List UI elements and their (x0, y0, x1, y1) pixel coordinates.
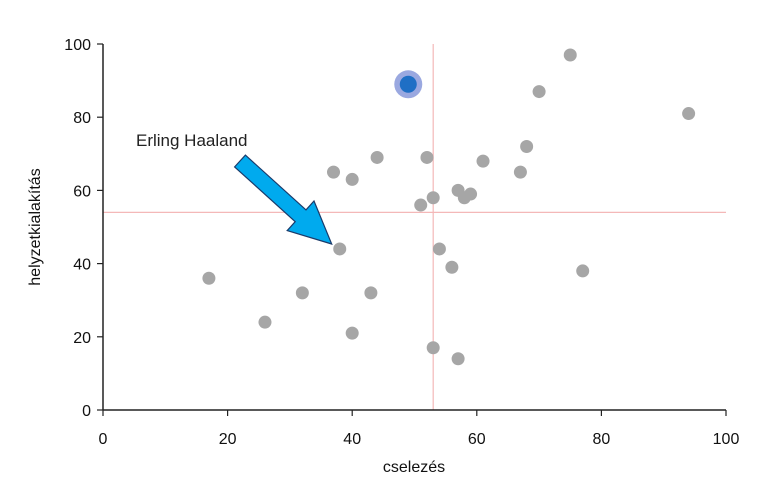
data-point (532, 85, 546, 99)
data-point (414, 198, 428, 212)
data-point (345, 326, 359, 340)
x-tick-label: 100 (713, 431, 740, 448)
data-point (432, 242, 446, 256)
data-point (476, 154, 490, 168)
data-point (370, 150, 384, 164)
data-point (202, 271, 216, 285)
y-axis-title: helyzetkialakítás (27, 168, 44, 285)
data-point (345, 172, 359, 186)
x-tick-label: 60 (468, 431, 486, 448)
data-point (364, 286, 378, 300)
data-point (682, 107, 696, 121)
y-tick-label: 60 (73, 183, 91, 200)
y-tick-label: 0 (82, 403, 91, 420)
y-tick-label: 100 (64, 37, 91, 54)
data-point (327, 165, 341, 179)
axes: 0 20 40 60 80 100 0 20 40 60 80 100 (64, 37, 739, 448)
data-point (576, 264, 590, 278)
x-tick-label: 80 (593, 431, 611, 448)
data-point (258, 315, 272, 329)
x-tick-label: 0 (99, 431, 108, 448)
y-tick-label: 80 (73, 110, 91, 127)
y-tick-label: 40 (73, 257, 91, 274)
x-tick-label: 20 (219, 431, 237, 448)
data-point (426, 341, 440, 355)
annotation: Erling Haaland (136, 131, 333, 245)
data-point (563, 48, 577, 62)
x-axis-title: cselezés (383, 459, 445, 476)
data-point (451, 352, 465, 366)
x-tick-label: 40 (343, 431, 361, 448)
data-point (420, 150, 434, 164)
data-point (464, 187, 478, 201)
data-point (445, 260, 459, 274)
reference-lines (103, 44, 726, 410)
data-point (295, 286, 309, 300)
data-point (426, 191, 440, 205)
highlighted-point (399, 75, 417, 93)
highlighted-point-group (394, 70, 423, 99)
data-point (520, 139, 534, 153)
data-point (333, 242, 347, 256)
annotation-label: Erling Haaland (136, 131, 248, 150)
annotation-arrow (233, 154, 333, 245)
data-points (202, 48, 696, 366)
data-point (513, 165, 527, 179)
y-tick-label: 20 (73, 330, 91, 347)
